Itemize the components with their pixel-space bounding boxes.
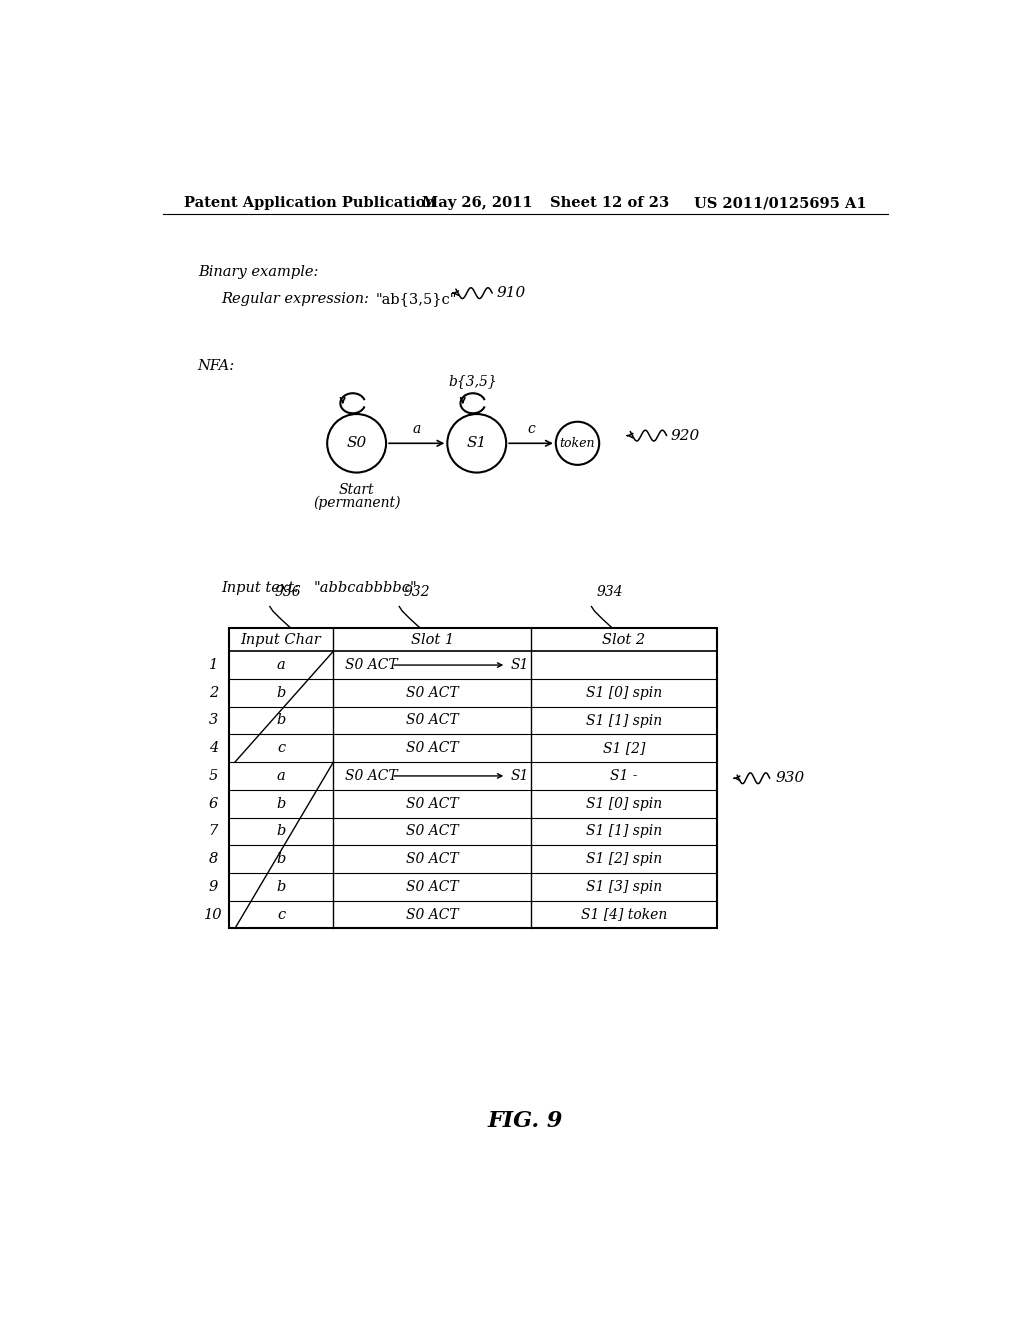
Text: S1 [2] spin: S1 [2] spin: [586, 853, 663, 866]
Text: Input Char: Input Char: [241, 632, 322, 647]
Text: Sheet 12 of 23: Sheet 12 of 23: [550, 197, 670, 210]
Text: 934: 934: [596, 585, 623, 599]
Text: c: c: [276, 908, 286, 921]
Text: S0 ACT: S0 ACT: [345, 770, 397, 783]
Text: Patent Application Publication: Patent Application Publication: [183, 197, 436, 210]
Text: 6: 6: [209, 797, 218, 810]
Text: S1 [0] spin: S1 [0] spin: [586, 686, 663, 700]
Text: b: b: [276, 825, 286, 838]
Text: S0 ACT: S0 ACT: [406, 880, 459, 894]
Text: b: b: [276, 797, 286, 810]
Text: Binary example:: Binary example:: [198, 265, 318, 280]
Text: S0 ACT: S0 ACT: [406, 742, 459, 755]
Text: b: b: [276, 880, 286, 894]
Text: b: b: [276, 714, 286, 727]
Text: S0 ACT: S0 ACT: [345, 659, 397, 672]
Text: 1: 1: [209, 659, 218, 672]
Text: 3: 3: [209, 714, 218, 727]
Text: S1 [0] spin: S1 [0] spin: [586, 797, 663, 810]
Text: May 26, 2011: May 26, 2011: [423, 197, 534, 210]
Text: S0 ACT: S0 ACT: [406, 797, 459, 810]
Text: Slot 2: Slot 2: [602, 632, 645, 647]
Text: c: c: [527, 421, 535, 436]
Text: 4: 4: [209, 742, 218, 755]
Text: "ab{3,5}c": "ab{3,5}c": [376, 292, 458, 306]
Text: S1 [2]: S1 [2]: [603, 742, 645, 755]
Text: token: token: [560, 437, 595, 450]
Text: "abbcabbbbc": "abbcabbbbc": [314, 581, 418, 595]
Bar: [228, 628, 717, 928]
Text: a: a: [276, 770, 286, 783]
Text: Input text:: Input text:: [221, 581, 299, 595]
Text: 5: 5: [209, 770, 218, 783]
Text: Slot 1: Slot 1: [411, 632, 454, 647]
Text: S1: S1: [467, 437, 486, 450]
Text: S1: S1: [511, 659, 529, 672]
Text: b: b: [276, 853, 286, 866]
Text: S1 [1] spin: S1 [1] spin: [586, 825, 663, 838]
Text: 932: 932: [403, 585, 430, 599]
Text: 936: 936: [274, 585, 301, 599]
Text: S0 ACT: S0 ACT: [406, 908, 459, 921]
Text: (permanent): (permanent): [313, 496, 400, 510]
Text: 9: 9: [209, 880, 218, 894]
Text: S1 [4] token: S1 [4] token: [581, 908, 667, 921]
Text: 930: 930: [776, 771, 805, 785]
Text: S1 -: S1 -: [610, 770, 638, 783]
Text: c: c: [276, 742, 286, 755]
Text: 10: 10: [204, 908, 222, 921]
Text: S1 [1] spin: S1 [1] spin: [586, 714, 663, 727]
Text: 8: 8: [209, 853, 218, 866]
Text: Start: Start: [339, 483, 375, 498]
Text: a: a: [276, 659, 286, 672]
Text: NFA:: NFA:: [198, 359, 234, 374]
Text: S0 ACT: S0 ACT: [406, 714, 459, 727]
Text: S1 [3] spin: S1 [3] spin: [586, 880, 663, 894]
Text: 2: 2: [209, 686, 218, 700]
Text: FIG. 9: FIG. 9: [487, 1110, 562, 1133]
Text: b: b: [276, 686, 286, 700]
Text: US 2011/0125695 A1: US 2011/0125695 A1: [693, 197, 866, 210]
Text: 7: 7: [209, 825, 218, 838]
Text: S0: S0: [346, 437, 367, 450]
Text: b{3,5}: b{3,5}: [449, 374, 498, 388]
Text: S0 ACT: S0 ACT: [406, 686, 459, 700]
Text: S0 ACT: S0 ACT: [406, 825, 459, 838]
Text: a: a: [413, 421, 421, 436]
Text: 910: 910: [496, 286, 525, 300]
Text: S1: S1: [511, 770, 529, 783]
Text: Regular expression:: Regular expression:: [221, 292, 369, 306]
Text: 920: 920: [671, 429, 699, 442]
Text: S0 ACT: S0 ACT: [406, 853, 459, 866]
